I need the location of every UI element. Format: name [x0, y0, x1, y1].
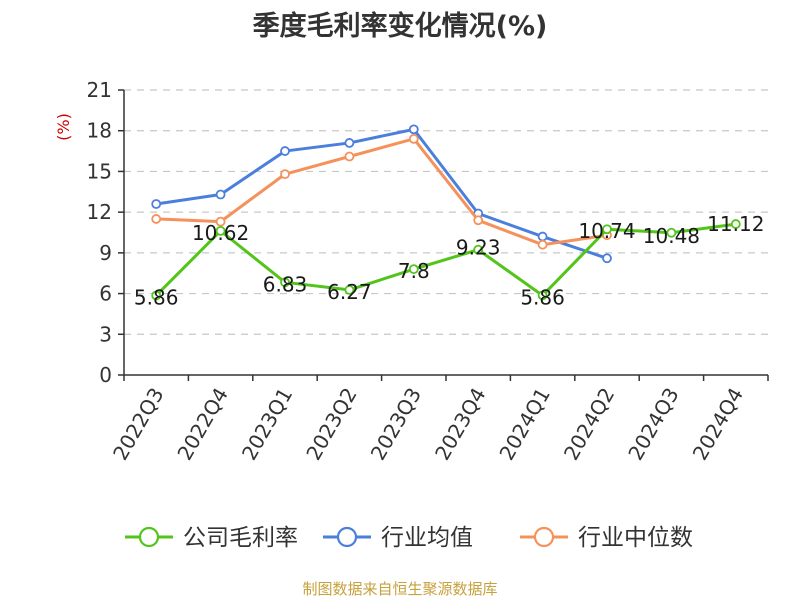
x-tick-label: 2024Q1: [494, 384, 554, 465]
data-point: [215, 225, 226, 236]
data-point: [537, 231, 548, 242]
data-point: [408, 124, 419, 135]
data-label: 10.62: [192, 221, 249, 245]
data-point: [151, 290, 162, 301]
x-tick-label: 2023Q4: [430, 384, 490, 465]
legend-marker: [533, 526, 555, 548]
data-point: [344, 285, 355, 295]
x-tick-label: 2023Q2: [301, 384, 361, 465]
data-point: [280, 169, 290, 180]
legend-label: 行业均值: [381, 525, 473, 551]
legend-label: 行业中位数: [578, 525, 693, 551]
grid-lines: [124, 89, 768, 335]
data-label: 7.8: [398, 259, 430, 283]
series-line-0: [155, 222, 737, 297]
x-tick-label: 2022Q3: [108, 384, 168, 465]
y-tick-label: 3: [99, 322, 112, 346]
x-tick-label: 2024Q3: [623, 384, 683, 465]
chart-title: 季度毛利率变化情况(%): [252, 11, 548, 42]
series-lines: [151, 124, 741, 301]
data-label: 11.12: [707, 212, 764, 236]
y-tick-label: 0: [99, 363, 112, 387]
data-point: [151, 199, 162, 209]
data-labels: 5.86 10.62 6.83 6.27 7.8 9.23 5.86 10.74 10.48 11…: [134, 212, 764, 309]
data-point: [408, 264, 419, 275]
series-line-1: [155, 127, 608, 260]
data-point: [473, 215, 484, 226]
legend-marker: [138, 526, 160, 548]
y-tick-label: 21: [87, 78, 112, 102]
y-tick-label: 9: [99, 241, 112, 265]
data-label: 5.86: [520, 285, 565, 309]
data-point: [408, 133, 419, 144]
data-point: [344, 138, 355, 148]
series-line-2: [156, 137, 608, 247]
data-point: [280, 146, 290, 156]
legend-marker: [336, 526, 358, 548]
data-point: [537, 290, 548, 301]
y-axis-unit-label: (%): [54, 113, 73, 141]
data-label: 5.86: [134, 285, 179, 309]
data-point: [215, 189, 226, 200]
legend: 公司毛利率 行业均值 行业中位数: [125, 525, 693, 551]
x-tick-label: 2024Q4: [688, 384, 748, 465]
legend-label: 公司毛利率: [183, 525, 298, 551]
x-tick-label: 2024Q2: [559, 384, 619, 465]
data-point: [473, 244, 484, 255]
data-label: 9.23: [456, 236, 501, 260]
data-point: [602, 253, 612, 264]
data-point: [730, 219, 741, 229]
data-point: [537, 239, 548, 250]
x-tick-label: 2023Q3: [366, 384, 426, 465]
data-label: 10.74: [578, 219, 635, 243]
data-point: [280, 277, 290, 288]
data-point: [666, 227, 677, 238]
y-tick-label: 12: [87, 200, 112, 224]
data-label: 10.48: [643, 224, 700, 248]
data-point: [602, 224, 612, 235]
data-point: [344, 151, 355, 162]
y-tick-label: 15: [87, 159, 112, 183]
y-tick-label: 6: [99, 282, 112, 306]
data-label: 6.83: [263, 272, 308, 296]
data-point: [215, 216, 226, 227]
x-tick-label: 2022Q4: [172, 384, 232, 465]
source-note: 制图数据来自恒生聚源数据库: [302, 580, 498, 598]
data-label: 6.27: [327, 280, 372, 304]
y-tick-label: 18: [87, 119, 112, 143]
data-point: [151, 214, 162, 224]
x-tick-label: 2023Q1: [237, 384, 297, 465]
